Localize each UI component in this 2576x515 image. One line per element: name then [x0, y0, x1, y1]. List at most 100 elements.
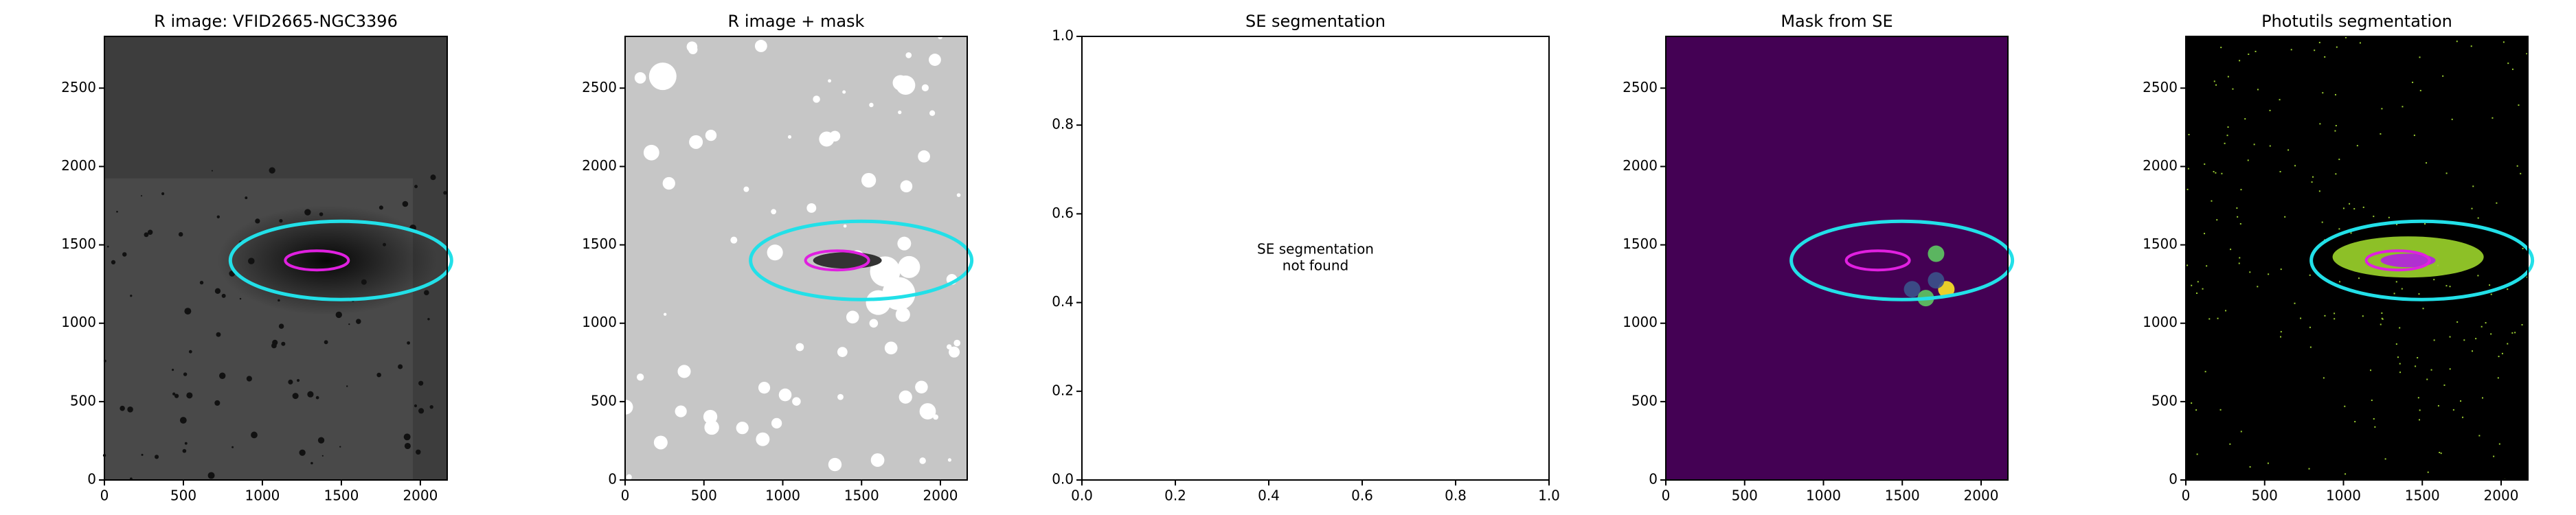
- star: [219, 372, 226, 379]
- star: [297, 378, 300, 382]
- speck: [2238, 262, 2240, 264]
- y-tick-label: 1500: [2143, 236, 2178, 252]
- y-tick-label: 0.2: [1052, 382, 1074, 398]
- star: [186, 392, 193, 399]
- speck: [2196, 453, 2198, 455]
- y-tick-label: 2000: [1623, 157, 1658, 174]
- speck: [2239, 222, 2241, 225]
- outer-ellipse: [2309, 219, 2535, 301]
- star: [147, 229, 153, 235]
- star: [279, 219, 283, 223]
- speck: [2516, 165, 2518, 167]
- speck: [2370, 369, 2372, 371]
- speck: [2187, 264, 2189, 266]
- speck: [2353, 208, 2355, 210]
- y-tick-label: 2500: [582, 79, 617, 95]
- mask-blob: [813, 95, 820, 103]
- speck: [2187, 188, 2189, 190]
- y-tick-label: 2500: [1623, 79, 1658, 95]
- y-tick-label: 1500: [582, 236, 617, 252]
- star: [321, 455, 324, 457]
- star: [127, 407, 133, 413]
- speck: [2471, 207, 2473, 209]
- x-tick-label: 0: [621, 488, 630, 504]
- galaxy-glow: [217, 205, 438, 316]
- panel: R image: VFID2665-NGC3396 0 500 1000 1500 200…: [61, 12, 453, 504]
- speck: [2433, 339, 2435, 341]
- star: [216, 332, 221, 337]
- star: [179, 417, 187, 424]
- y-tick-label: 2500: [2143, 79, 2178, 95]
- mask-blob: [828, 457, 842, 472]
- speck: [2419, 419, 2421, 421]
- star: [174, 393, 179, 398]
- mask-blob: [626, 474, 632, 480]
- mask-blob: [947, 458, 951, 462]
- mask-blob: [929, 54, 941, 66]
- mask-blob: [837, 393, 844, 400]
- y-tick-label: 0.8: [1052, 116, 1074, 133]
- speck: [2485, 322, 2487, 324]
- star: [172, 392, 176, 396]
- mask-blob: [754, 40, 767, 52]
- star: [199, 280, 204, 285]
- mask-blob: [895, 307, 910, 322]
- star: [214, 400, 221, 406]
- speck: [2309, 274, 2311, 276]
- star: [144, 232, 149, 238]
- speck: [2216, 219, 2218, 221]
- speck: [2380, 133, 2382, 135]
- speck: [2319, 123, 2321, 125]
- speck: [2417, 356, 2419, 358]
- speck: [2489, 284, 2491, 286]
- speck: [2374, 426, 2376, 428]
- star: [335, 311, 342, 319]
- inner-ellipse: [1844, 249, 1911, 272]
- mask-blob: [921, 84, 929, 91]
- mask-blob: [653, 435, 668, 450]
- speck: [2213, 80, 2215, 82]
- mask-blob: [634, 72, 646, 84]
- star: [231, 446, 234, 448]
- speck: [2384, 458, 2386, 460]
- speck: [2267, 462, 2269, 464]
- speck: [2475, 338, 2477, 340]
- panel: R image + mask 0 500 1000 1500 2000 0 500 1000 15…: [582, 12, 974, 504]
- x-tick-label: 0: [2182, 488, 2191, 504]
- speck: [2526, 276, 2528, 278]
- speck: [2237, 216, 2239, 218]
- speck: [2462, 416, 2464, 418]
- speck: [2437, 264, 2439, 266]
- star: [172, 369, 174, 371]
- mask-blob: [919, 403, 936, 420]
- speck: [2402, 106, 2404, 108]
- segment: [2380, 253, 2436, 268]
- speck: [2490, 293, 2492, 295]
- segment: [1928, 272, 1945, 289]
- y-tick-label: 0.0: [1052, 471, 1074, 488]
- mask-blob: [664, 312, 667, 316]
- speck: [2381, 108, 2383, 110]
- x-tick-label: 500: [170, 488, 196, 504]
- star: [304, 209, 311, 216]
- speck: [2401, 288, 2403, 290]
- speck: [2221, 172, 2223, 174]
- x-tick-label: 0.8: [1445, 488, 1467, 504]
- inner-ellipse: [804, 249, 870, 272]
- x-tick-label: 1500: [1885, 488, 1920, 504]
- mask-blob: [915, 380, 928, 394]
- star: [429, 405, 433, 409]
- star: [288, 379, 293, 385]
- mask-blob: [843, 224, 847, 228]
- y-tick-label: 1500: [61, 236, 96, 252]
- speck: [2451, 118, 2453, 120]
- mask-blob: [869, 102, 874, 108]
- star: [178, 232, 183, 237]
- panel-title: R image: VFID2665-NGC3396: [154, 12, 398, 31]
- speck: [2498, 356, 2500, 358]
- speck: [2213, 170, 2215, 172]
- star: [292, 393, 299, 400]
- speck: [2498, 443, 2500, 445]
- speck: [2257, 89, 2259, 91]
